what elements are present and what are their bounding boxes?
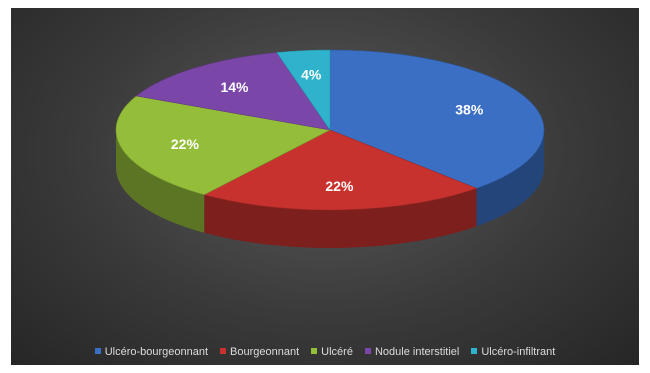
legend-entry-0: Ulcéro-bourgeonnant [94, 346, 209, 358]
pie-side-0 [476, 130, 544, 227]
legend-swatch-4 [471, 348, 478, 354]
legend-label-2: Ulcéré [321, 346, 353, 358]
legend-swatch-2 [311, 348, 318, 354]
pie-side-1 [204, 188, 477, 248]
legend: Ulcéro-bourgeonnant Bourgeonnant Ulcéré Nod… [11, 346, 639, 358]
pie-slice-3 [135, 52, 331, 131]
slice-label-2: 22% [171, 136, 200, 152]
legend-entry-4: Ulcéro-infiltrant [471, 346, 555, 358]
pie-slice-1 [203, 129, 478, 211]
pie-slice-4 [276, 49, 331, 131]
slice-label-3: 14% [220, 79, 249, 95]
pie-slice-0 [329, 49, 545, 189]
legend-entry-3: Nodule interstitiel [364, 346, 460, 358]
pie-labels: 38% 22% 22% 14% 4% [171, 66, 484, 193]
slice-label-0: 38% [455, 101, 484, 117]
pie-chart: 38% 22% 22% 14% 4% [115, 49, 545, 248]
pie-side-2 [116, 130, 205, 233]
legend-label-3: Nodule interstitiel [374, 346, 460, 358]
legend-label-4: Ulcéro-infiltrant [481, 346, 556, 358]
legend-entry-1: Bourgeonnant [220, 346, 299, 358]
slice-label-4: 4% [301, 66, 322, 82]
slice-label-1: 22% [325, 178, 354, 194]
legend-label-1: Bourgeonnant [230, 346, 300, 358]
legend-label-0: Ulcéro-bourgeonnant [104, 346, 209, 358]
pie-tops [115, 49, 545, 211]
legend-swatch-0 [94, 348, 101, 354]
legend-swatch-1 [220, 348, 227, 354]
chart-area: 38% 22% 22% 14% 4% Ulcéro-bourgeonnant Bourge… [11, 8, 639, 365]
legend-swatch-3 [364, 348, 371, 354]
legend-entry-2: Ulcéré [311, 346, 353, 358]
pie-sides [116, 130, 544, 248]
